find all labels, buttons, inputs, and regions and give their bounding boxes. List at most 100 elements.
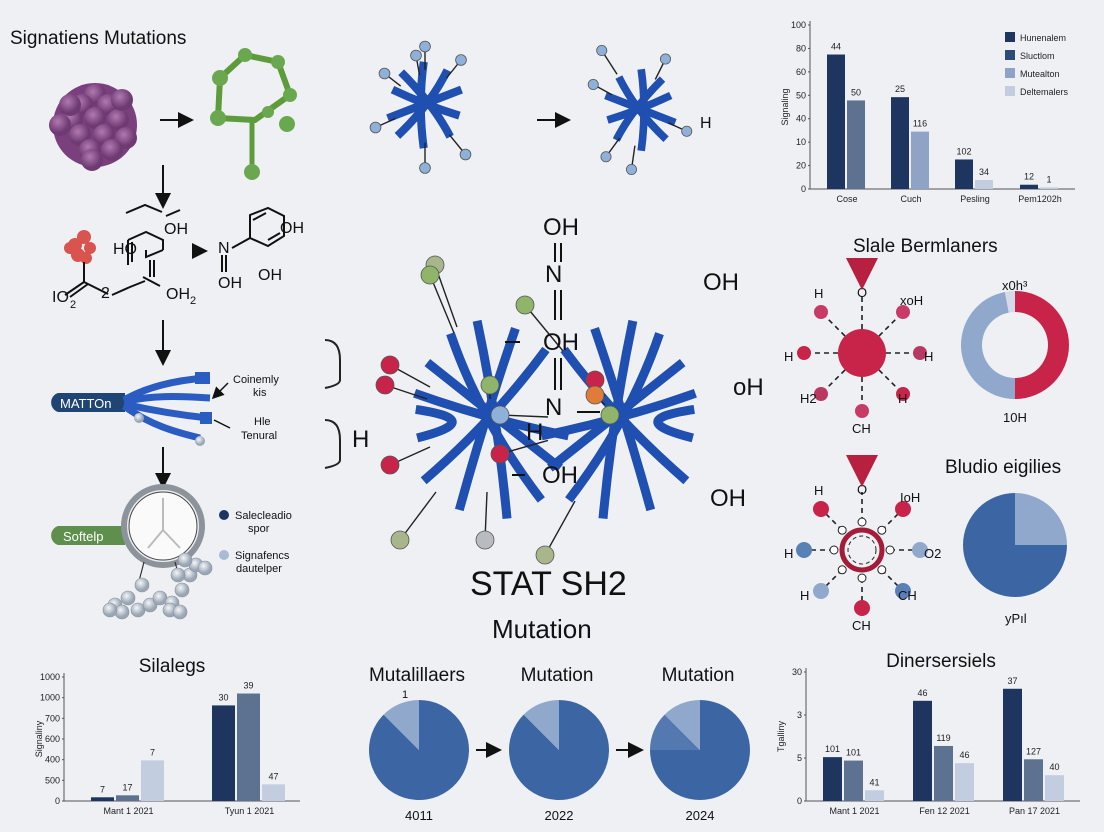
y-axis-label: Signaling (780, 88, 790, 125)
legend-label: Deltemalers (1020, 87, 1069, 97)
protein-ribbon-left (121, 372, 212, 446)
pointer-arrow-icon (211, 382, 229, 400)
bead (170, 567, 186, 583)
atom (877, 525, 887, 535)
matton-badge: MATTOn (51, 393, 125, 412)
bar (865, 790, 884, 801)
bead-cluster (102, 552, 213, 620)
atom (681, 125, 693, 137)
atom (600, 405, 620, 425)
bar (1040, 187, 1058, 189)
atom (535, 545, 555, 565)
svg-text:OH: OH (542, 462, 578, 489)
ring-molecule-star: O H IoH H O2 H CH CH (784, 455, 941, 633)
bond (524, 304, 564, 352)
y-tick-label: 20 (796, 161, 806, 171)
svg-text:Signafencs: Signafencs (235, 550, 290, 562)
pie-chart (508, 700, 609, 800)
atom (480, 375, 500, 395)
atom (855, 404, 869, 418)
atom (49, 114, 71, 136)
pie-label: 1 (402, 689, 408, 701)
bar (827, 54, 845, 189)
atom (101, 139, 123, 161)
bar (891, 97, 909, 189)
bar-value-label: 101 (825, 744, 840, 754)
bar (141, 760, 164, 801)
bar-value-label: 127 (1026, 746, 1041, 756)
bar-value-label: 7 (100, 784, 105, 794)
bead (177, 552, 193, 568)
atom-label: O (857, 482, 867, 497)
atom-label: H (800, 588, 809, 603)
bar-value-label: 34 (979, 167, 989, 177)
bar (911, 131, 929, 189)
x-tick-label: Pan 17 2021 (1009, 806, 1060, 816)
atom (455, 54, 467, 66)
atom-label: H2 (800, 391, 817, 406)
atom (877, 565, 887, 575)
svg-text:OH: OH (166, 286, 190, 303)
pie-slice (960, 291, 1015, 399)
beta-strand (653, 404, 695, 443)
x-tick-label: Tyun 1 2021 (225, 806, 275, 816)
atom-label: CH (898, 588, 917, 603)
atom (459, 148, 472, 161)
svg-text:Coinemly: Coinemly (233, 374, 279, 386)
atom (885, 545, 895, 555)
atom (896, 304, 911, 319)
bar (847, 100, 865, 189)
svg-text:OH: OH (543, 329, 579, 356)
pie-slice (523, 700, 559, 750)
atom (490, 405, 510, 425)
svg-text:HO: HO (113, 241, 137, 258)
green-ring-molecule (210, 48, 297, 180)
y-tick-label: 0 (55, 796, 60, 806)
x-tick-label: Pem1202h (1018, 194, 1062, 204)
bar (237, 693, 260, 801)
atom (515, 295, 535, 315)
bar-value-label: 47 (268, 771, 278, 781)
bar-value-label: 12 (1024, 172, 1034, 182)
svg-text:OH: OH (703, 269, 739, 296)
pie-slice (1015, 291, 1069, 399)
svg-text:N: N (545, 394, 562, 421)
chemical-structure-left: IO 2 2 OH 2 HO OH N OH OH OH (52, 203, 304, 311)
svg-text:H: H (526, 419, 543, 446)
beta-strand (390, 85, 461, 120)
atom (419, 40, 431, 53)
y-tick-label: 100 (791, 20, 806, 30)
center-title: STAT SH2 (470, 565, 627, 603)
pointer-line (213, 419, 231, 429)
atom (585, 385, 605, 405)
atom-label: H (784, 349, 793, 364)
pie-slice (650, 714, 700, 750)
bar (262, 784, 285, 801)
pie-slice (1015, 493, 1067, 545)
dashed-bond (881, 508, 904, 531)
svg-text:Softelp: Softelp (63, 529, 103, 544)
bar-value-label: 46 (917, 688, 927, 698)
donut-chart (960, 291, 1069, 399)
beta-strand (415, 404, 457, 443)
bond (544, 500, 576, 556)
y-tick-label: 0 (797, 796, 802, 806)
bead (114, 604, 130, 620)
atom (596, 45, 608, 57)
beta-strand (606, 92, 673, 124)
atom (111, 89, 133, 111)
atom (81, 149, 103, 171)
bar-value-label: 37 (1007, 676, 1017, 686)
atom (380, 455, 400, 475)
legend-swatch (1005, 32, 1015, 42)
bar (955, 159, 973, 189)
legend-label: Hunenalem (1020, 33, 1066, 43)
atom (107, 109, 129, 131)
atom (857, 573, 867, 583)
atom-label: H (924, 349, 933, 364)
bar-value-label: 40 (1049, 762, 1059, 772)
bead (142, 597, 158, 613)
legend-swatch (1005, 68, 1015, 78)
y-tick-label: 60 (796, 67, 806, 77)
y-tick-label: 1000 (40, 693, 60, 703)
